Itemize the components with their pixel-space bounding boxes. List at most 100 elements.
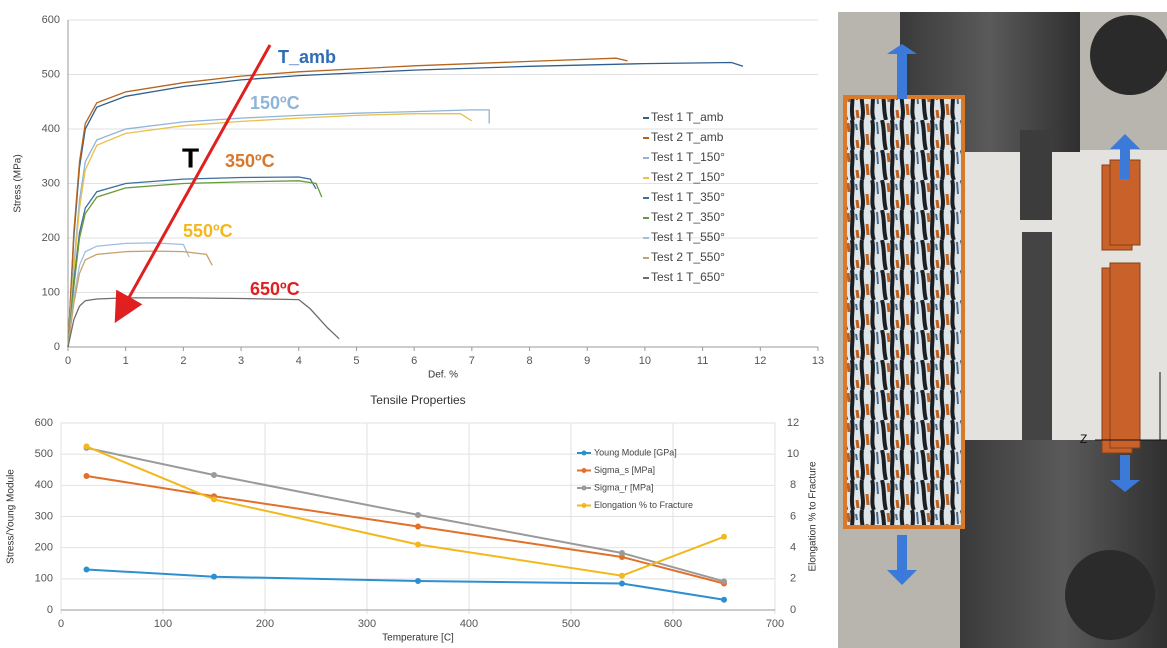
y-tick-label: 500 (42, 68, 60, 80)
x-tick-label: 10 (639, 355, 651, 367)
legend-label: Sigma_s [MPa] (594, 465, 655, 475)
x-tick-label: 700 (766, 618, 784, 630)
data-point (619, 580, 625, 587)
legend-label: Sigma_r [MPa] (594, 482, 654, 492)
annotation: 650ºC (250, 279, 300, 299)
series-line (67, 180, 323, 348)
x-tick-label: 600 (664, 618, 682, 630)
legend-marker (581, 450, 587, 456)
legend-label: Elongation % to Fracture (594, 500, 693, 510)
load-arrows (887, 44, 1140, 585)
y-tick-label: 0 (54, 341, 60, 353)
y-tick-label: 300 (42, 177, 60, 189)
series-line (67, 297, 340, 348)
data-point (415, 523, 421, 530)
data-point (415, 541, 421, 548)
x-tick-label: 400 (460, 618, 478, 630)
y2-axis-label: Elongation % to Fracture (808, 461, 819, 571)
z-label: Z (1080, 432, 1087, 446)
y2-tick-label: 12 (787, 417, 799, 429)
legend-label: Test 1 T_550° (651, 230, 725, 244)
y2-tick-label: 4 (790, 542, 796, 554)
x-tick-label: 12 (754, 355, 766, 367)
specimen-bottom (1022, 232, 1052, 462)
series-line (67, 176, 317, 348)
series-line (67, 109, 490, 348)
x-tick-label: 300 (358, 618, 376, 630)
y-axis-label: Stress/Young Module (6, 469, 17, 564)
series-line (67, 57, 628, 348)
annotation: 350ºC (225, 151, 275, 171)
data-point (83, 566, 90, 573)
data-point (721, 596, 727, 603)
data-point (211, 472, 217, 479)
y-tick-label: 600 (42, 14, 60, 26)
annotation: T (182, 142, 199, 173)
x-tick-label: 5 (353, 355, 359, 367)
x-tick-label: 500 (562, 618, 580, 630)
y-tick-label: 200 (35, 542, 53, 554)
x-axis-label: Temperature [C] (382, 633, 454, 644)
specimen-top (1020, 130, 1052, 220)
x-tick-label: 2 (180, 355, 186, 367)
legend-label: Test 2 T_350° (651, 210, 725, 224)
y-tick-label: 200 (42, 232, 60, 244)
x-tick-label: 11 (697, 355, 708, 367)
y-axis-label: Stress (MPa) (13, 154, 24, 212)
data-point (211, 496, 217, 503)
temperature-arrow (114, 44, 272, 324)
y-tick-label: 100 (42, 286, 60, 298)
x-tick-label: 100 (154, 618, 172, 630)
x-tick-label: 6 (411, 355, 417, 367)
y-tick-label: 100 (35, 573, 53, 585)
knob (1090, 15, 1167, 95)
lower-knob (1065, 550, 1155, 640)
x-tick-label: 3 (238, 355, 244, 367)
legend-label: Test 1 T_350° (651, 190, 725, 204)
legend-label: Test 2 T_150° (651, 170, 725, 184)
y2-tick-label: 0 (790, 604, 796, 616)
legend-label: Test 1 T_650° (651, 270, 725, 284)
y-tick-label: 400 (42, 123, 60, 135)
x-tick-label: 13 (812, 355, 824, 367)
annotation: 550ºC (183, 221, 233, 241)
series-line (67, 250, 213, 348)
legend-marker (581, 485, 587, 491)
y-tick-label: 400 (35, 479, 53, 491)
y2-tick-label: 8 (790, 479, 796, 491)
y-tick-label: 300 (35, 510, 53, 522)
legend-marker (581, 468, 587, 473)
x-tick-label: 8 (526, 355, 532, 367)
x-tick-label: 0 (58, 618, 64, 630)
annotation: T_amb (278, 47, 336, 67)
y2-tick-label: 6 (790, 510, 796, 522)
series-line (67, 242, 190, 348)
x-tick-label: 7 (469, 355, 475, 367)
x-tick-label: 4 (296, 355, 302, 367)
x-tick-label: 0 (65, 355, 71, 367)
legend-label: Test 2 T_550° (651, 250, 725, 264)
plates (1101, 159, 1141, 454)
data-point (721, 533, 727, 540)
legend-label: Test 1 T_150° (651, 150, 725, 164)
data-point (211, 573, 217, 580)
series-line (67, 61, 744, 348)
data-point (619, 572, 625, 579)
legend-label: Young Module [GPa] (594, 447, 677, 457)
data-point (83, 443, 90, 450)
chart-title: Tensile Properties (370, 393, 465, 407)
legend-marker (581, 503, 587, 508)
photo: Z (838, 12, 1167, 648)
legend-label: Test 2 T_amb (651, 130, 724, 144)
microstructure (843, 95, 965, 529)
data-point (83, 472, 90, 479)
y-tick-label: 600 (35, 417, 53, 429)
y2-tick-label: 2 (790, 573, 796, 585)
x-tick-label: 1 (123, 355, 129, 367)
y-tick-label: 500 (35, 448, 53, 460)
x-tick-label: 9 (584, 355, 590, 367)
y-tick-label: 0 (47, 604, 53, 616)
data-point (619, 549, 625, 556)
data-point (721, 578, 727, 585)
